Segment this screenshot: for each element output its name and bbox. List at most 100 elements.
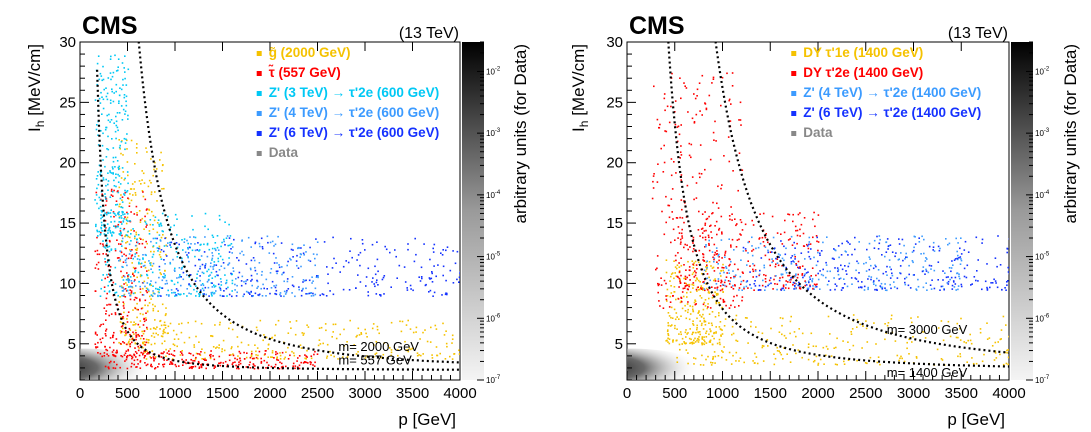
scatter-point bbox=[736, 340, 739, 342]
scatter-point bbox=[96, 229, 98, 232]
scatter-point bbox=[322, 342, 324, 345]
scatter-point bbox=[277, 319, 280, 322]
scatter-point bbox=[194, 280, 197, 282]
scatter-point bbox=[681, 343, 683, 345]
scatter-point bbox=[817, 278, 820, 281]
scatter-point bbox=[123, 227, 126, 230]
scatter-point bbox=[134, 244, 137, 247]
scatter-point bbox=[696, 290, 698, 292]
scatter-point bbox=[907, 284, 910, 287]
scatter-point bbox=[695, 303, 697, 305]
scatter-point bbox=[192, 360, 194, 362]
scatter-point bbox=[680, 179, 682, 181]
scatter-point bbox=[877, 269, 880, 271]
scatter-point bbox=[314, 350, 316, 353]
scatter-point bbox=[335, 262, 337, 264]
scatter-point bbox=[249, 361, 251, 364]
scatter-point bbox=[249, 293, 251, 295]
scatter-point bbox=[668, 306, 671, 308]
scatter-point bbox=[850, 333, 853, 335]
scatter-point bbox=[960, 253, 963, 255]
scatter-point bbox=[158, 245, 161, 248]
scatter-point bbox=[794, 256, 796, 258]
scatter-point bbox=[144, 198, 147, 201]
scatter-point bbox=[675, 259, 677, 262]
scatter-point bbox=[122, 286, 124, 289]
scatter-point bbox=[711, 267, 714, 269]
scatter-point bbox=[130, 291, 133, 294]
scatter-point bbox=[199, 244, 202, 246]
scatter-point bbox=[100, 323, 102, 326]
scatter-point bbox=[325, 295, 328, 297]
scatter-point bbox=[135, 335, 138, 338]
scatter-point bbox=[852, 344, 855, 347]
scatter-point bbox=[679, 281, 682, 284]
scatter-point bbox=[890, 314, 893, 317]
x-tick-label: 4000 bbox=[992, 385, 1025, 402]
scatter-point bbox=[865, 261, 867, 264]
scatter-point bbox=[722, 298, 725, 301]
scatter-point bbox=[833, 248, 835, 250]
scatter-point bbox=[665, 221, 667, 224]
scatter-point bbox=[766, 339, 769, 341]
scatter-point bbox=[691, 305, 694, 308]
scatter-point bbox=[189, 366, 192, 369]
scatter-point bbox=[134, 255, 136, 258]
scatter-point bbox=[192, 366, 194, 368]
scatter-point bbox=[955, 289, 957, 291]
scatter-point bbox=[335, 337, 338, 340]
scatter-point bbox=[819, 270, 821, 272]
scatter-point bbox=[665, 259, 668, 261]
scatter-point bbox=[142, 342, 144, 345]
scatter-point bbox=[877, 356, 880, 358]
scatter-point bbox=[302, 279, 305, 281]
scatter-point bbox=[121, 355, 124, 358]
scatter-point bbox=[734, 306, 736, 308]
legend-entry: Z' (4 TeV) → τ'2e (1400 GeV) bbox=[803, 85, 981, 100]
scatter-point bbox=[111, 90, 113, 93]
scatter-point bbox=[142, 352, 144, 354]
scatter-point bbox=[851, 253, 853, 256]
scatter-point bbox=[679, 243, 682, 245]
scatter-point bbox=[702, 259, 704, 261]
scatter-point bbox=[188, 260, 190, 263]
scatter-point bbox=[808, 236, 811, 239]
scatter-point bbox=[901, 357, 903, 360]
scatter-point bbox=[224, 244, 226, 246]
y-tick-label: 15 bbox=[59, 215, 76, 232]
scatter-point bbox=[866, 341, 869, 343]
scatter-point bbox=[283, 295, 285, 298]
scatter-point bbox=[142, 282, 145, 284]
scatter-point bbox=[747, 342, 749, 344]
scatter-point bbox=[959, 327, 961, 330]
scatter-point bbox=[852, 314, 855, 316]
scatter-point bbox=[940, 285, 943, 288]
scatter-point bbox=[113, 331, 115, 334]
scatter-point bbox=[674, 318, 677, 321]
scatter-point bbox=[117, 225, 119, 228]
scatter-point bbox=[279, 361, 281, 364]
scatter-point bbox=[118, 94, 121, 97]
scatter-point bbox=[284, 356, 286, 359]
scatter-point bbox=[146, 326, 148, 329]
scatter-point bbox=[115, 173, 117, 175]
scatter-point bbox=[166, 352, 169, 354]
scatter-point bbox=[303, 332, 305, 335]
scatter-point bbox=[105, 313, 107, 315]
scatter-point bbox=[705, 245, 707, 248]
scatter-point bbox=[841, 242, 843, 245]
scatter-point bbox=[136, 249, 138, 252]
scatter-point bbox=[705, 261, 708, 263]
scatter-point bbox=[106, 237, 109, 240]
scatter-point bbox=[435, 275, 437, 278]
scatter-point bbox=[680, 257, 682, 259]
scatter-point bbox=[146, 282, 149, 284]
scatter-point bbox=[257, 294, 259, 296]
scatter-point bbox=[219, 218, 221, 221]
scatter-point bbox=[150, 363, 152, 366]
scatter-point bbox=[160, 223, 162, 225]
scatter-point bbox=[812, 345, 815, 347]
scatter-point bbox=[118, 168, 120, 171]
scatter-point bbox=[165, 313, 167, 315]
